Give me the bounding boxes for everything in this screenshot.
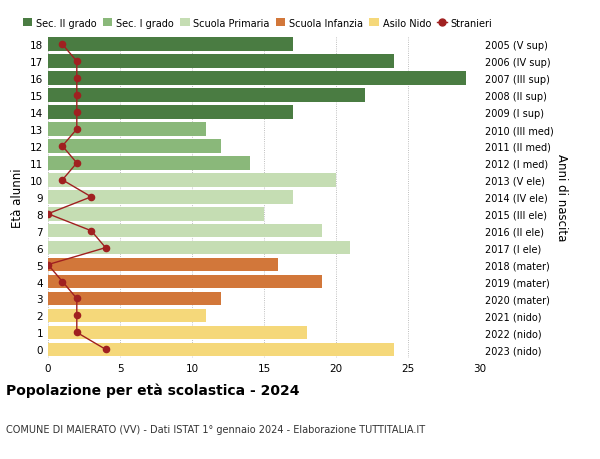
Point (86, 194, 96, 201)
Point (58, 143, 67, 150)
Legend: Sec. II grado, Sec. I grado, Scuola Primaria, Scuola Infanzia, Asilo Nido, Stran: Sec. II grado, Sec. I grado, Scuola Prim… (23, 19, 493, 28)
Point (58, 41, 67, 49)
Bar (48, 89, 365, 103)
Point (58, 278, 67, 285)
Y-axis label: Anni di nascita: Anni di nascita (554, 154, 568, 241)
Bar (48, 56, 394, 69)
Bar (48, 224, 322, 238)
Bar (48, 174, 336, 187)
Bar (48, 39, 293, 52)
Point (72, 312, 82, 319)
Point (72, 329, 82, 336)
Point (72, 75, 82, 83)
Point (43, 211, 53, 218)
Point (58, 177, 67, 184)
Bar (48, 309, 206, 323)
Bar (48, 207, 264, 221)
Bar (48, 72, 466, 86)
Text: Popolazione per età scolastica - 2024: Popolazione per età scolastica - 2024 (6, 382, 299, 397)
Point (86, 228, 96, 235)
Bar (48, 326, 307, 339)
Bar (48, 343, 394, 356)
Bar (48, 275, 322, 289)
Point (72, 126, 82, 134)
Point (72, 109, 82, 117)
Point (43, 261, 53, 269)
Point (72, 295, 82, 302)
Bar (48, 190, 293, 204)
Point (101, 346, 110, 353)
Point (72, 160, 82, 167)
Text: COMUNE DI MAIERATO (VV) - Dati ISTAT 1° gennaio 2024 - Elaborazione TUTTITALIA.I: COMUNE DI MAIERATO (VV) - Dati ISTAT 1° … (6, 424, 425, 434)
Bar (48, 140, 221, 153)
Bar (48, 258, 278, 272)
Bar (48, 157, 250, 170)
Point (72, 58, 82, 66)
Y-axis label: Età alunni: Età alunni (11, 168, 25, 227)
Bar (48, 241, 350, 255)
Point (101, 245, 110, 252)
Bar (48, 106, 293, 120)
Bar (48, 123, 206, 136)
Point (72, 92, 82, 100)
Bar (48, 292, 221, 306)
